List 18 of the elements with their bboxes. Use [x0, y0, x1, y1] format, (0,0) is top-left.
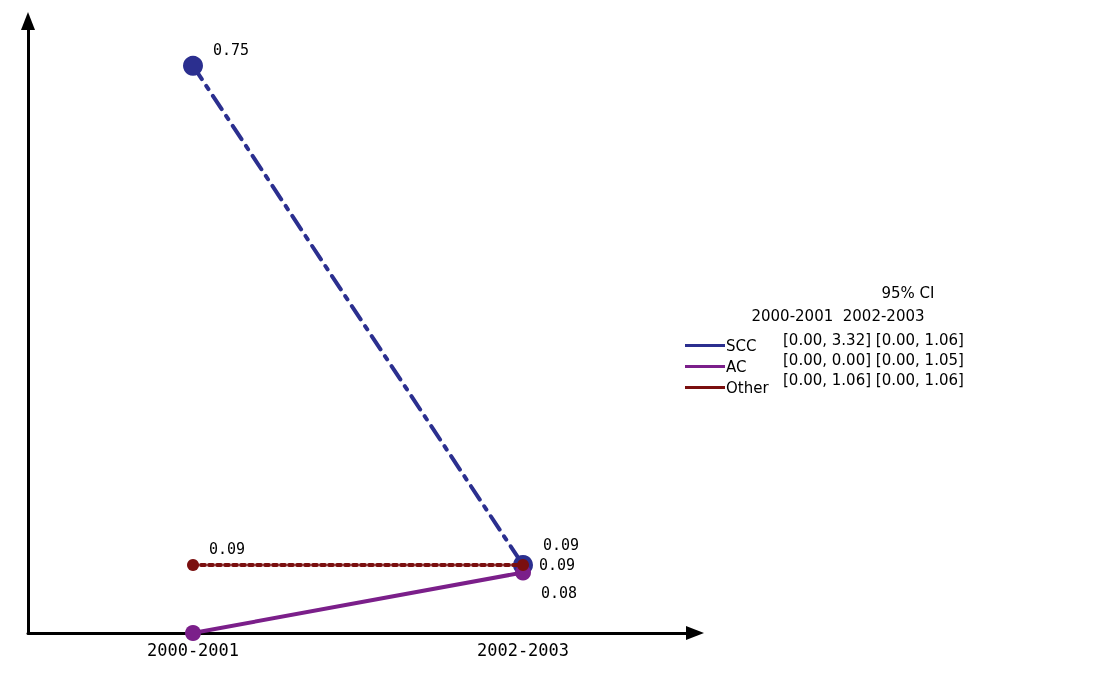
legend-label: AC	[726, 357, 747, 376]
text: [0.00, 1.06] [0.00, 1.06]	[783, 371, 964, 389]
legend-label: Other	[726, 378, 770, 397]
text: [0.00, 3.32] [0.00, 1.06]	[783, 331, 964, 349]
data-label: 0.09	[543, 535, 580, 554]
point	[187, 558, 199, 571]
legend-label: SCC	[726, 336, 757, 355]
x-tick-label: 2002-2003	[476, 639, 570, 660]
data-label: 0.08	[541, 583, 578, 602]
point	[185, 625, 201, 641]
point	[183, 55, 203, 76]
text: 2000-2001 2002-2003	[751, 307, 925, 325]
data-label: 0.09	[539, 555, 576, 574]
text: [0.00, 0.00] [0.00, 1.05]	[783, 351, 964, 369]
data-label: 0.75	[213, 40, 250, 59]
x-tick-label: 2000-2001	[146, 639, 240, 660]
text: 95% CI	[881, 284, 935, 302]
data-label: 0.09	[209, 539, 246, 558]
